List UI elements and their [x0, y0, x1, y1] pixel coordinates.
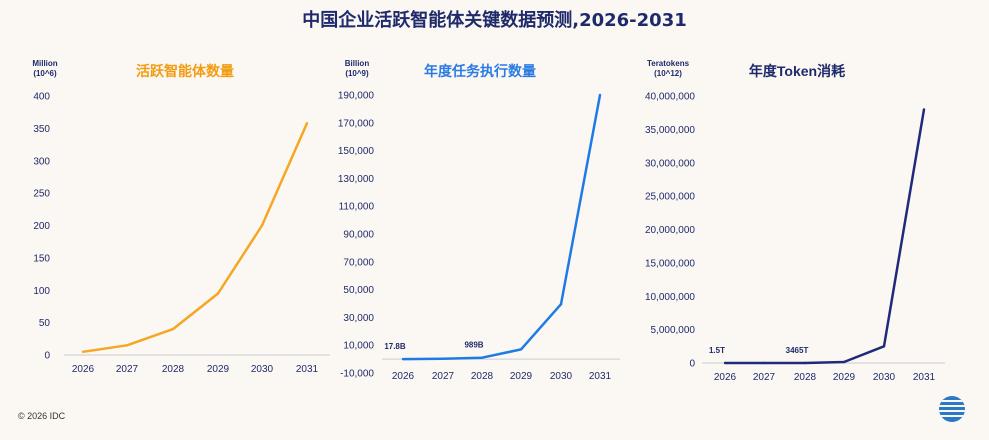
y-tick-label: 50 [39, 318, 51, 329]
data-label: 989B [464, 341, 483, 350]
y-unit-sublabel: (10^12) [654, 69, 682, 78]
data-point [441, 357, 445, 360]
chart-title: 年度任务执行数量 [424, 63, 536, 79]
data-label: 1.5T [709, 346, 725, 355]
y-tick-label: 35,000,000 [645, 125, 695, 136]
chart-title: 年度Token消耗 [749, 63, 845, 79]
y-tick-label: 40,000,000 [645, 92, 695, 103]
y-unit-sublabel: (10^9) [345, 69, 369, 78]
data-point [125, 344, 129, 347]
y-tick-label: 190,000 [338, 91, 375, 102]
y-tick-label: 50,000 [343, 285, 374, 296]
y-tick-label: 70,000 [343, 257, 374, 268]
y-tick-label: 150,000 [338, 146, 375, 157]
page-title: 中国企业活跃智能体关键数据预测,2026-2031 [302, 10, 687, 31]
data-label: 3465T [786, 346, 809, 355]
y-tick-label: 30,000,000 [645, 158, 695, 169]
data-point [401, 357, 405, 361]
data-point [762, 361, 766, 365]
y-tick-label: 25,000,000 [645, 192, 695, 203]
idc-globe-icon [939, 396, 965, 422]
x-tick-label: 2029 [833, 372, 856, 383]
data-point [480, 356, 484, 359]
x-tick-label: 2031 [589, 371, 612, 382]
data-point [559, 303, 563, 306]
x-tick-label: 2029 [510, 371, 533, 382]
series-line [82, 122, 309, 354]
y-tick-label: 20,000,000 [645, 225, 695, 236]
x-tick-label: 2027 [753, 372, 776, 383]
y-tick-label: 150 [33, 253, 50, 264]
y-unit-label: Billion [345, 59, 370, 68]
y-tick-label: 0 [689, 359, 695, 370]
x-tick-label: 2027 [116, 364, 139, 375]
copyright-footer: © 2026 IDC [18, 411, 66, 421]
data-point [882, 345, 886, 348]
y-tick-label: 0 [44, 351, 50, 362]
y-unit-sublabel: (10^6) [33, 69, 57, 78]
y-tick-label: 10,000 [343, 341, 374, 352]
data-point [842, 360, 846, 364]
x-tick-label: 2030 [251, 364, 274, 375]
series-line [402, 94, 602, 361]
data-label: 17.8B [384, 342, 406, 351]
y-tick-label: 15,000,000 [645, 258, 695, 269]
x-tick-label: 2028 [794, 372, 817, 383]
data-point [723, 361, 727, 365]
y-tick-label: 300 [33, 156, 50, 167]
y-tick-label: 110,000 [339, 202, 375, 213]
y-tick-label: 200 [33, 221, 50, 232]
y-tick-label: 130,000 [338, 174, 375, 185]
y-tick-label: 5,000,000 [651, 325, 696, 336]
y-tick-label: 170,000 [338, 118, 375, 129]
y-tick-label: 100 [33, 286, 50, 297]
data-point [216, 292, 220, 295]
data-point [260, 224, 264, 227]
y-unit-label: Teratokens [647, 59, 690, 68]
data-point [305, 122, 309, 125]
x-tick-label: 2026 [392, 371, 415, 382]
chart-title: 活跃智能体数量 [136, 63, 234, 79]
y-tick-label: 90,000 [343, 230, 374, 241]
y-tick-label: 30,000 [343, 313, 374, 324]
x-tick-label: 2028 [162, 364, 185, 375]
y-unit-label: Million [32, 59, 57, 68]
y-tick-label: -10,000 [340, 369, 374, 380]
x-tick-label: 2026 [714, 372, 737, 383]
x-tick-label: 2031 [296, 364, 319, 375]
data-point [171, 327, 175, 331]
data-point [922, 108, 926, 111]
x-tick-label: 2030 [550, 371, 573, 382]
y-tick-label: 400 [33, 92, 50, 103]
x-tick-label: 2026 [72, 364, 95, 375]
data-point [519, 348, 523, 351]
data-point [598, 93, 602, 97]
x-tick-label: 2031 [913, 372, 936, 383]
y-tick-label: 250 [33, 189, 50, 200]
y-tick-label: 10,000,000 [645, 292, 695, 303]
x-tick-label: 2028 [471, 371, 494, 382]
data-point [81, 350, 85, 353]
x-tick-label: 2029 [207, 364, 230, 375]
x-tick-label: 2030 [873, 372, 896, 383]
data-point [803, 361, 807, 365]
x-tick-label: 2027 [432, 371, 455, 382]
y-tick-label: 350 [33, 124, 50, 135]
series-line [725, 109, 926, 365]
